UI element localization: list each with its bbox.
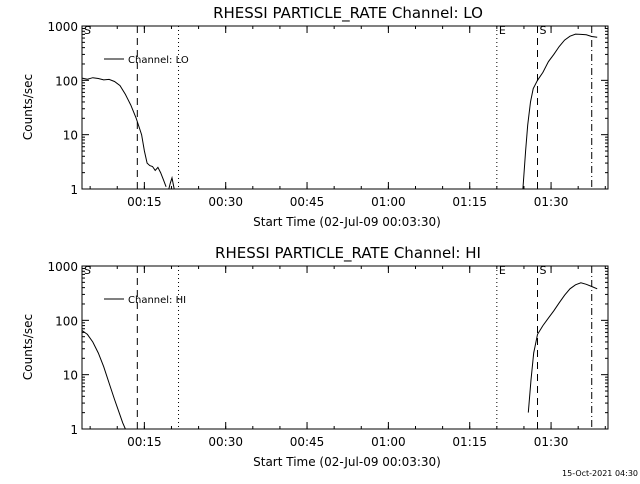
plot-area: 1 10 100 1000 00:15 00:30 00:45 01:00 01:15 01:30… — [47, 260, 609, 449]
x-tick-label: 01:30 — [534, 195, 569, 209]
annotation-label: S — [540, 24, 547, 37]
series-line — [81, 77, 167, 187]
annotation-label: S — [540, 264, 547, 277]
x-tick-label: 00:30 — [208, 195, 243, 209]
y-axis-label: Counts/sec — [21, 74, 35, 140]
y-tick-label: 100 — [55, 74, 78, 88]
y-tick-label: 1 — [70, 423, 78, 437]
x-tick-label: 00:30 — [208, 435, 243, 449]
y-tick-label: 10 — [63, 129, 78, 143]
y-axis-label: Counts/sec — [21, 314, 35, 380]
x-tick-label: 00:15 — [127, 195, 162, 209]
x-tick-label: 01:15 — [452, 435, 487, 449]
x-tick-label: 01:00 — [371, 435, 406, 449]
plot-frame — [81, 265, 609, 430]
legend-label: Channel: LO — [128, 55, 189, 66]
y-tick-label: 1000 — [47, 20, 78, 34]
series-line — [168, 175, 175, 190]
chart-panel-hi: RHESSI PARTICLE_RATE Channel: HI Counts/… — [21, 244, 609, 469]
y-tick-label: 1000 — [47, 260, 78, 274]
x-tick-label: 00:15 — [127, 435, 162, 449]
x-axis-label: Start Time (02-Jul-09 00:03:30) — [253, 455, 441, 469]
annotation-label: E — [499, 24, 506, 37]
x-tick-label: 00:45 — [290, 195, 325, 209]
plot-frame — [81, 25, 609, 190]
y-tick-label: 1 — [70, 183, 78, 197]
legend-label: Channel: HI — [128, 295, 186, 306]
y-tick-label: 100 — [55, 314, 78, 328]
series-line — [522, 33, 598, 190]
x-tick-label: 01:15 — [452, 195, 487, 209]
annotation-label: S — [84, 264, 91, 277]
chart-panel-lo: RHESSI PARTICLE_RATE Channel: LO Counts/… — [21, 4, 609, 229]
x-tick-label: 01:00 — [371, 195, 406, 209]
legend: Channel: LO — [104, 55, 189, 66]
annotation-label: S — [84, 24, 91, 37]
footer-timestamp: 15-Oct-2021 04:30 — [562, 469, 638, 478]
series-line — [527, 282, 598, 413]
legend: Channel: HI — [104, 295, 186, 306]
plot-area: 1 10 100 1000 00:15 00:30 00:45 01:00 01:15 01:30… — [47, 20, 609, 209]
chart-title: RHESSI PARTICLE_RATE Channel: HI — [215, 244, 481, 263]
series-line — [81, 330, 126, 430]
x-tick-label: 00:45 — [290, 435, 325, 449]
x-tick-label: 01:30 — [534, 435, 569, 449]
x-axis-label: Start Time (02-Jul-09 00:03:30) — [253, 215, 441, 229]
annotation-label: E — [499, 264, 506, 277]
chart-title: RHESSI PARTICLE_RATE Channel: LO — [213, 4, 483, 23]
y-tick-label: 10 — [63, 369, 78, 383]
